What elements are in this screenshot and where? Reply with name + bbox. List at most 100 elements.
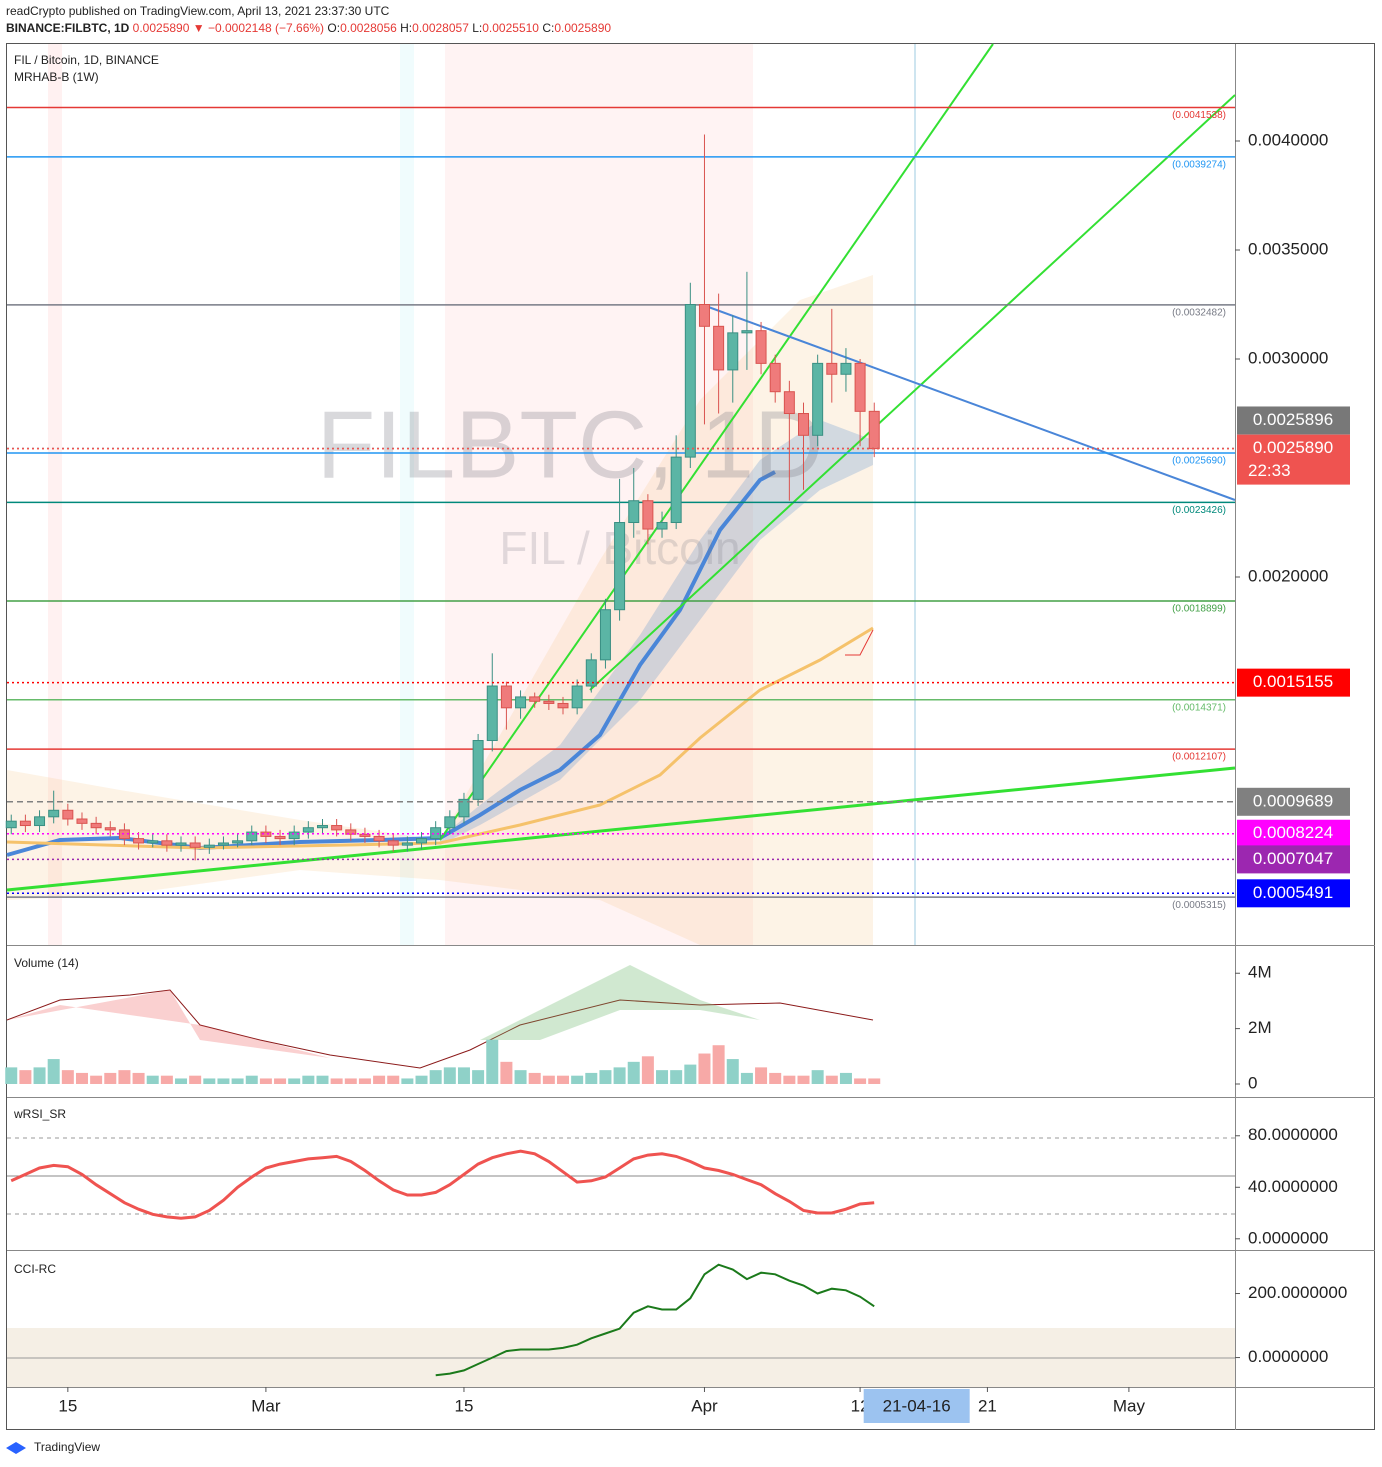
y-tick-label: 0.0040000 [1248,130,1328,149]
volume-bar [656,1070,669,1084]
candle-body [203,844,215,848]
y-tick-label: 0.0000000 [1248,1347,1328,1366]
price-box [1237,845,1350,874]
y-tick-label: 40.0000000 [1248,1177,1338,1196]
candle-body [345,829,357,835]
shade [445,44,753,945]
ohlc: O:0.0028056 H:0.0028057 L:0.0025510 C:0.… [327,21,611,35]
price-box-label: 0.0005491 [1253,883,1333,902]
x-tick-label: May [1113,1396,1146,1415]
volume-bar [528,1072,541,1084]
price-box-label: 0.0007047 [1253,849,1333,868]
candle-body [727,332,739,371]
candle-body [812,362,824,436]
publisher: readCrypto published on TradingView.com,… [6,4,390,18]
level-label: (0.0018899) [1172,604,1226,615]
ohlc-key: O: [327,21,340,35]
volume-bar [684,1064,697,1084]
watermark: FILBTC, 1D [317,391,824,498]
volume-bar [118,1070,131,1084]
volume-bar [203,1078,216,1084]
volume-bar [415,1075,428,1084]
candle-body [557,702,569,709]
candle-body [741,330,753,334]
volume-bar [33,1067,46,1084]
trendline [589,94,1236,691]
volume-band [480,965,760,1040]
candle-body [571,685,583,709]
indicator-line [435,1263,875,1377]
x-tick-label: Apr [691,1396,718,1415]
candle-body [656,522,668,530]
x-tick-label: Mar [251,1396,281,1415]
level-label: (0.0023426) [1172,505,1226,516]
x-tick-label: 15 [455,1396,474,1415]
candle-body [373,835,385,842]
candle-body [104,827,116,831]
price-box [1237,819,1350,848]
trendline [6,766,1236,892]
volume-bar [75,1072,88,1084]
volume-bar [585,1072,598,1084]
volume-bar [811,1070,824,1084]
candle-body [161,840,173,846]
candle-body [599,609,611,661]
volume-bar [5,1067,18,1084]
candle-body [19,820,31,827]
candle-body [331,825,343,831]
candle-body [316,825,328,829]
candle-body [515,696,527,709]
volume-bar [217,1078,230,1084]
candle-body [5,820,17,829]
candle-body [118,829,130,840]
y-tick-label: 0.0035000 [1248,239,1328,258]
candle-body [472,740,484,800]
ohlc-key: H: [400,21,412,35]
volume-bar [868,1078,881,1084]
candle-body [401,842,413,846]
volume-bar [330,1078,343,1084]
indicator-title: MRHAB-B (1W) [14,70,99,84]
marker [845,629,874,656]
ohlc-key: C: [542,21,554,35]
volume-bar [839,1072,852,1084]
volume-bar [783,1075,796,1084]
candle-body [387,840,399,846]
volume-bar [755,1067,768,1084]
candle-body [175,842,187,846]
x-tick-label: 21 [978,1396,997,1415]
volume-bar [486,1039,499,1084]
volume-bar [712,1045,725,1084]
volume-bar [599,1070,612,1084]
volume-bar [160,1075,173,1084]
volume-bar [740,1072,753,1084]
last: 0.0025890 ▼ [133,21,205,35]
candle-body [585,659,597,687]
candle-body [458,798,470,818]
candle-body [48,809,60,818]
volume-bar [259,1078,272,1084]
ohlc-val: 0.0028057 [412,21,469,35]
candle-body [76,818,88,824]
price-box-label: 0.0009689 [1253,791,1333,810]
chart-title: FIL / Bitcoin, 1D, BINANCE [14,53,159,67]
ohlc-val: 0.0025890 [554,21,611,35]
price-box [1237,406,1350,435]
ohlc-key: L: [472,21,482,35]
candle-body [232,840,244,844]
volume-bar [132,1072,145,1084]
volume-bar [457,1067,470,1084]
candle-body [500,685,512,709]
y-tick-label: 200.0000000 [1248,1283,1347,1302]
volume-bar [854,1078,867,1084]
volume-bar [316,1075,329,1084]
shade [400,44,414,945]
y-tick-label: 0.0000000 [1248,1228,1328,1247]
candle-body [260,831,272,837]
level-label: (0.0014371) [1172,702,1226,713]
candle-body [798,413,810,436]
candle-body [543,700,555,704]
candle-body [614,522,626,611]
candle-body [302,827,314,833]
